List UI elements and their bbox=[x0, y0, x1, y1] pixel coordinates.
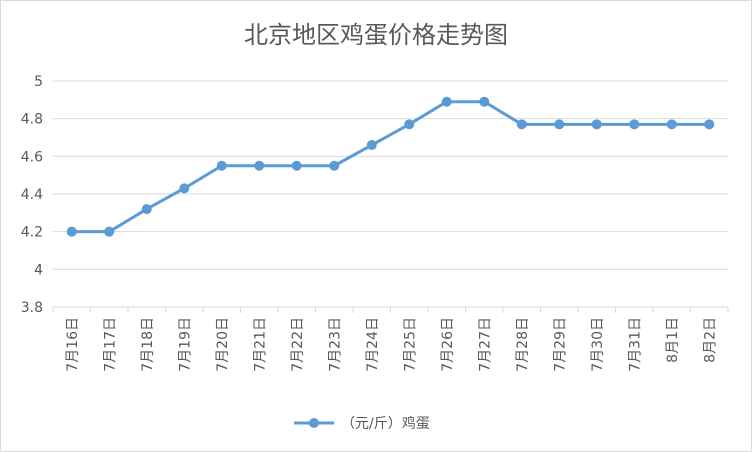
series-line bbox=[71, 100, 710, 234]
legend-dot-marker bbox=[309, 418, 319, 428]
series-layer bbox=[66, 96, 715, 237]
x-tick-label: 7月19日 bbox=[177, 317, 193, 372]
x-tick-label: 7月23日 bbox=[327, 317, 343, 372]
data-point bbox=[104, 226, 115, 237]
x-tick-label: 7月18日 bbox=[140, 317, 156, 372]
y-tick-label: 4 bbox=[34, 262, 43, 278]
legend-label: （元/斤）鸡蛋 bbox=[341, 415, 430, 432]
data-point bbox=[66, 226, 77, 237]
x-tick-label: 8月1日 bbox=[665, 317, 681, 363]
data-point bbox=[554, 119, 565, 130]
x-tick-label: 7月26日 bbox=[440, 317, 456, 372]
x-tick-label: 7月31日 bbox=[627, 317, 643, 372]
y-tick-labels: 3.8 4 4.2 4.4 4.6 4.8 5 bbox=[21, 74, 43, 316]
y-tick-label: 4.6 bbox=[21, 149, 43, 165]
x-tick-label: 7月29日 bbox=[552, 317, 568, 372]
x-tick-label: 8月2日 bbox=[702, 317, 718, 363]
x-tick-label: 7月30日 bbox=[590, 317, 606, 372]
grid-layer bbox=[53, 80, 728, 270]
data-point bbox=[629, 119, 640, 130]
x-tick-label: 7月21日 bbox=[252, 317, 268, 372]
x-tick-label: 7月25日 bbox=[402, 317, 418, 372]
data-point bbox=[479, 96, 490, 107]
data-point bbox=[141, 204, 152, 215]
x-tick-label: 7月16日 bbox=[65, 317, 81, 372]
chart-title: 北京地区鸡蛋价格走势图 bbox=[244, 21, 508, 49]
y-tick-label: 4.4 bbox=[21, 187, 43, 203]
data-point bbox=[291, 160, 302, 171]
x-tick-label: 7月24日 bbox=[365, 317, 381, 372]
x-tick-label: 7月27日 bbox=[477, 317, 493, 372]
data-point bbox=[366, 140, 377, 151]
data-point bbox=[441, 96, 452, 107]
data-point bbox=[704, 119, 715, 130]
y-tick-label: 4.2 bbox=[21, 225, 43, 241]
y-tick-label: 3.8 bbox=[21, 300, 43, 316]
data-point bbox=[666, 119, 677, 130]
data-point bbox=[591, 119, 602, 130]
y-tick-label: 5 bbox=[34, 74, 43, 90]
data-point bbox=[179, 183, 190, 194]
data-point bbox=[216, 160, 227, 171]
data-point bbox=[516, 119, 527, 130]
data-point bbox=[329, 160, 340, 171]
x-tick-label: 7月20日 bbox=[215, 317, 231, 372]
x-tick-label: 7月28日 bbox=[515, 317, 531, 372]
y-tick-label: 4.8 bbox=[21, 112, 43, 128]
legend: （元/斤）鸡蛋 bbox=[294, 415, 430, 432]
data-point bbox=[404, 119, 415, 130]
x-tick-label: 7月22日 bbox=[290, 317, 306, 372]
data-point bbox=[254, 160, 265, 171]
x-tick-label: 7月17日 bbox=[102, 317, 118, 372]
x-tick-labels: 7月16日 7月17日 7月18日 7月19日 7月20日 7月21日 7月22日 7月23日… bbox=[65, 317, 719, 372]
axis-layer bbox=[52, 306, 729, 313]
